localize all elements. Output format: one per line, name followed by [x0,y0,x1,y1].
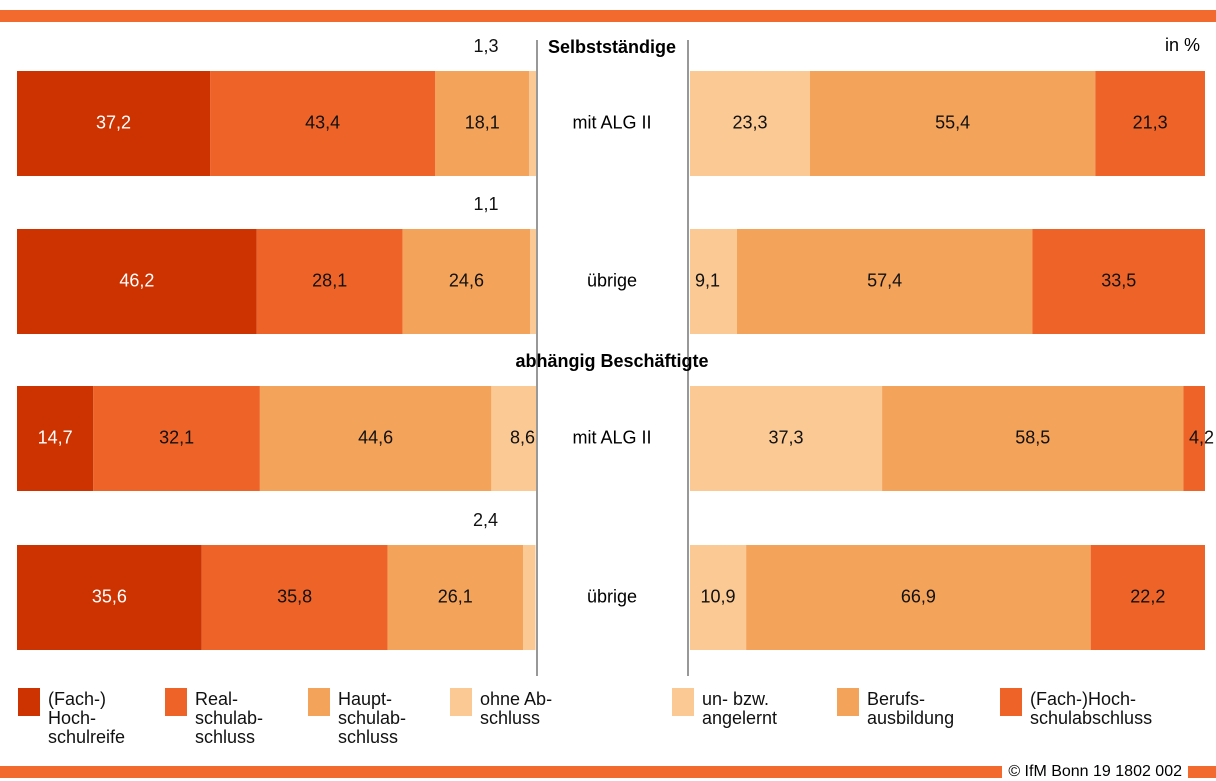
value-label: 28,1 [312,270,347,290]
bar-segment [201,545,388,650]
legend-swatch [165,688,187,716]
bar-segment [530,229,536,334]
bar-segment [809,71,1096,176]
legend-label: Real- schulab- schluss [195,689,264,747]
bar-segment [491,386,536,491]
row-label: übrige [587,270,637,290]
value-label: 2,4 [473,510,498,530]
value-label: 14,7 [38,427,73,447]
bar-segment [402,229,531,334]
value-label: 9,1 [695,270,720,290]
value-label: 18,1 [465,112,500,132]
value-label: 26,1 [438,586,473,606]
top-band [0,10,1216,22]
bar-segment [435,71,530,176]
value-label: 1,3 [473,36,498,56]
value-label: 37,2 [96,112,131,132]
bar-segment [17,545,202,650]
value-label: 37,3 [769,427,804,447]
value-label: 10,9 [701,586,736,606]
row-label: mit ALG II [572,112,651,132]
legend-swatch [308,688,330,716]
bar-segment [690,229,737,334]
value-label: 43,4 [305,112,340,132]
legend-label: un- bzw. angelernt [702,689,778,728]
bar-segment [736,229,1033,334]
legend-swatch [18,688,40,716]
bottom-band [0,766,1216,778]
bar-segment [690,545,747,650]
legend-label: Haupt- schulab- schluss [338,689,407,747]
value-label: 55,4 [935,112,970,132]
value-label: 4,2 [1189,427,1214,447]
value-label: 44,6 [358,427,393,447]
value-label: 35,6 [92,586,127,606]
value-label: 8,6 [510,427,535,447]
value-label: 24,6 [449,270,484,290]
value-label: 23,3 [732,112,767,132]
bar-segment [523,545,536,650]
bar-segment [387,545,524,650]
bar-segment [1032,229,1205,334]
value-label: 32,1 [159,427,194,447]
legend-label: (Fach-) Hoch- schulreife [48,689,126,747]
legend-swatch [1000,688,1022,716]
legend-swatch [672,688,694,716]
value-label: 66,9 [901,586,936,606]
legend-label: (Fach-)Hoch- schulabschluss [1030,689,1153,728]
value-label: 1,1 [473,194,498,214]
bar-segment [1183,386,1205,491]
bar-segment [17,386,94,491]
footer: © IfM Bonn 19 1802 002 [1002,762,1188,781]
value-label: 46,2 [119,270,154,290]
value-label: 21,3 [1133,112,1168,132]
bar-segment [17,229,257,334]
value-label: 22,2 [1130,586,1165,606]
bar-segment [210,71,436,176]
bar-segment [1095,71,1205,176]
bar-segment [259,386,492,491]
value-label: 57,4 [867,270,902,290]
bar-segment [529,71,536,176]
bar-segment [256,229,403,334]
value-label: 58,5 [1015,427,1050,447]
bar-segment [93,386,260,491]
legend-label: ohne Ab- schluss [480,689,553,728]
legend-swatch [837,688,859,716]
bar-segment [882,386,1184,491]
row-label: übrige [587,586,637,606]
group-label: abhängig Beschäftigte [515,351,708,371]
bar-segment [746,545,1091,650]
legend-swatch [450,688,472,716]
legend-label: Berufs- ausbildung [867,689,955,728]
value-label: 35,8 [277,586,312,606]
row-label: mit ALG II [572,427,651,447]
bar-segment [690,386,883,491]
bar-segment [1090,545,1205,650]
value-label: 33,5 [1101,270,1136,290]
bar-segment [17,71,211,176]
group-label: Selbstständige [548,37,676,57]
unit-label: in % [1165,35,1200,55]
bar-segment [690,71,810,176]
